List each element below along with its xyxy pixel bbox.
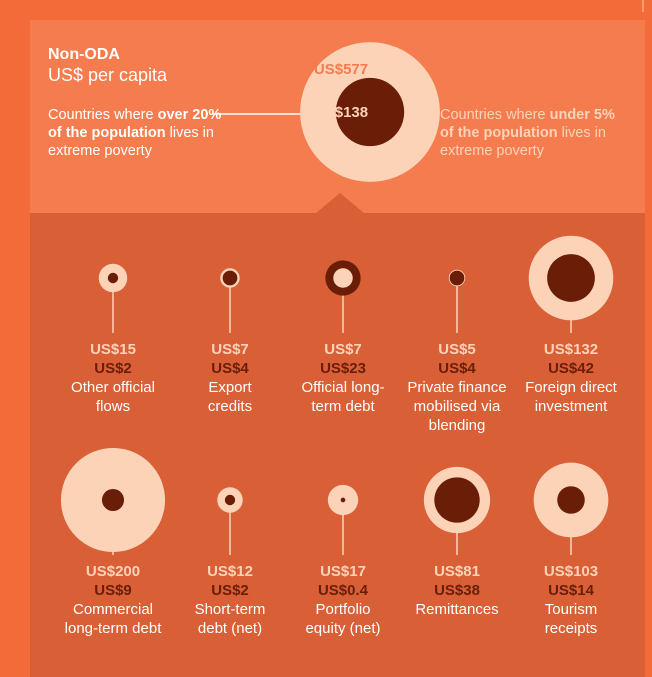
- category-label: Private finance mobilised via blending: [407, 379, 507, 434]
- key-circle: [335, 77, 405, 147]
- inner-value-label: US$38: [434, 582, 480, 599]
- circle: [224, 494, 236, 506]
- legend-text: over: [157, 107, 189, 123]
- circle: [434, 477, 480, 523]
- inner-value-label: US$2: [211, 582, 249, 599]
- legend-over: Countries where over 20% of the populati…: [48, 106, 226, 160]
- key-label: US$577: [313, 61, 369, 78]
- legend-text: Countries where: [440, 107, 550, 123]
- circle: [101, 488, 125, 512]
- outer-value-label: US$12: [207, 563, 253, 580]
- legend-under: Countries where under 5% of the populati…: [440, 106, 618, 160]
- legend-text: 20% of the population: [48, 107, 222, 141]
- outer-value-label: US$15: [90, 341, 136, 358]
- inner-value-label: US$14: [548, 582, 594, 599]
- inner-value-label: US$9: [94, 582, 132, 599]
- outer-value-label: US$17: [320, 563, 366, 580]
- circle: [547, 254, 595, 302]
- circle: [107, 272, 119, 284]
- outer-value-label: US$7: [211, 341, 249, 358]
- outer-value-label: US$5: [438, 341, 476, 358]
- inner-value-label: US$0.4: [317, 582, 369, 599]
- category-label: Commercial long-term debt: [64, 601, 162, 637]
- title: Non-ODA: [48, 46, 120, 63]
- category-label: Remittances: [415, 601, 499, 618]
- inner-value-label: US$23: [320, 360, 366, 377]
- circle: [333, 268, 353, 288]
- category-label: Short-term debt (net): [194, 601, 266, 637]
- key-label: US$138: [313, 104, 369, 121]
- category-label: Other official flows: [71, 379, 155, 415]
- circle: [340, 497, 346, 503]
- inner-value-label: US$2: [94, 360, 132, 377]
- outer-value-label: US$132: [543, 341, 599, 358]
- inner-value-label: US$42: [548, 360, 594, 377]
- outer-value-label: US$200: [85, 563, 141, 580]
- inner-value-label: US$4: [438, 360, 476, 377]
- legend-text: 5% of the population: [440, 107, 615, 141]
- outer-value-label: US$7: [324, 341, 362, 358]
- inner-value-label: US$4: [211, 360, 249, 377]
- category-label: Portfolio equity (net): [305, 601, 381, 637]
- legend-text: Countries where: [48, 107, 158, 123]
- category-label: Export credits: [207, 379, 253, 415]
- legend-text: under: [549, 107, 590, 123]
- legend-text: lives in extreme poverty: [48, 125, 214, 159]
- circle: [449, 270, 465, 286]
- outer-value-label: US$103: [543, 563, 599, 580]
- subtitle: US$ per capita: [48, 65, 168, 85]
- category-label: Foreign direct investment: [525, 379, 617, 415]
- category-label: Official long- term debt: [301, 379, 385, 415]
- circle: [557, 486, 585, 514]
- legend-text: lives in extreme poverty: [440, 125, 606, 159]
- category-label: Tourism receipts: [544, 601, 598, 637]
- circle: [222, 270, 238, 286]
- outer-value-label: US$81: [434, 563, 480, 580]
